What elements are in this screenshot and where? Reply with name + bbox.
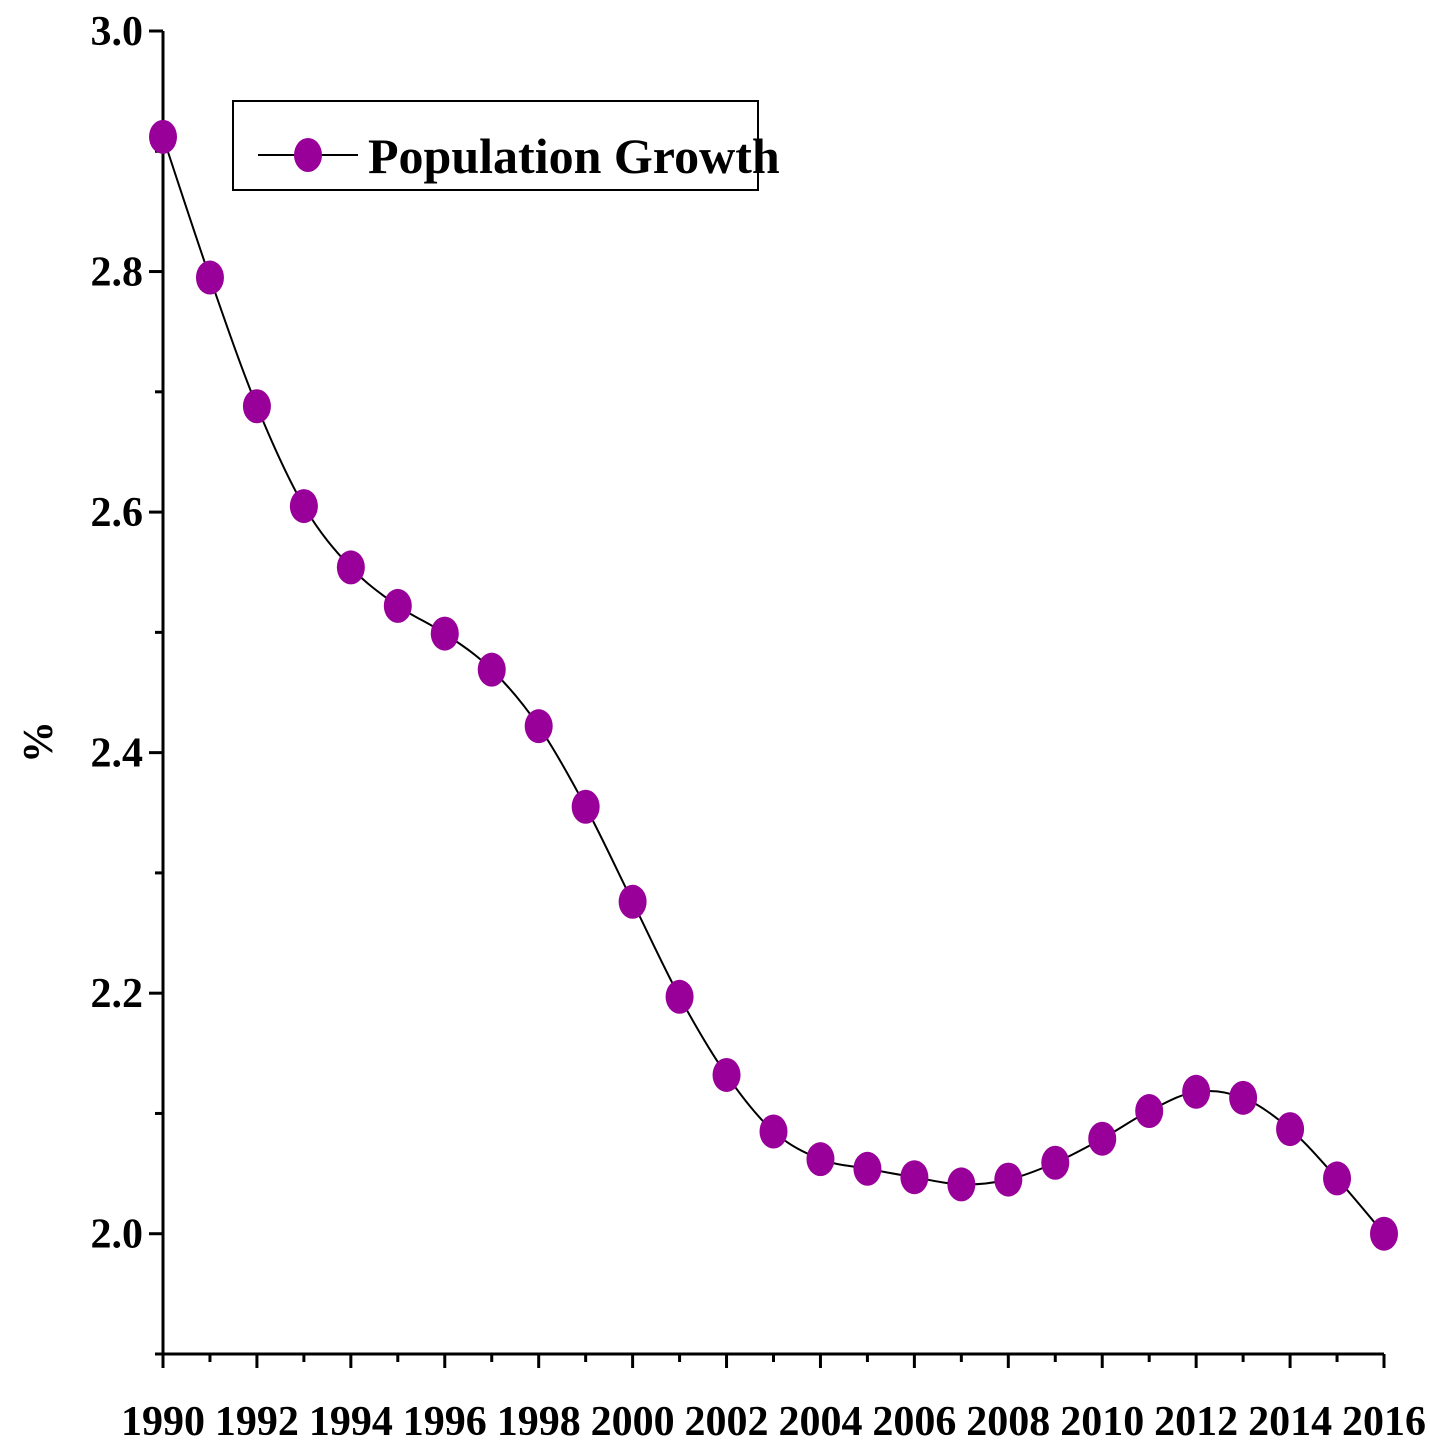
data-point xyxy=(195,260,224,295)
data-point xyxy=(571,789,600,824)
x-tick-label: 2002 xyxy=(685,1399,769,1445)
data-point xyxy=(477,652,506,687)
x-tick-label: 2014 xyxy=(1248,1399,1332,1445)
y-tick-label: 2.6 xyxy=(91,490,144,536)
series-population-growth xyxy=(149,119,1398,1251)
x-tick-label: 1992 xyxy=(215,1399,299,1445)
data-point xyxy=(806,1142,835,1177)
legend-label-population-growth: Population Growth xyxy=(368,128,780,184)
data-point xyxy=(1041,1145,1070,1180)
legend-marker-sample xyxy=(294,138,322,172)
data-point xyxy=(1370,1216,1398,1251)
data-point xyxy=(994,1162,1023,1197)
x-tick-label: 2006 xyxy=(872,1399,956,1445)
data-point xyxy=(149,119,177,154)
x-tick-label: 1996 xyxy=(403,1399,487,1445)
y-tick-label: 2.4 xyxy=(91,731,144,777)
x-tick-label: 2012 xyxy=(1154,1399,1238,1445)
x-tick-label: 2010 xyxy=(1060,1399,1144,1445)
y-tick-label: 2.8 xyxy=(91,250,144,296)
x-tick-label: 1998 xyxy=(497,1399,581,1445)
data-point xyxy=(289,489,318,524)
data-point xyxy=(618,884,647,919)
data-point xyxy=(1182,1074,1211,1109)
legend-box xyxy=(232,100,759,191)
data-point xyxy=(524,709,553,744)
data-point xyxy=(1088,1121,1117,1156)
x-tick-label: 2000 xyxy=(591,1399,675,1445)
data-point xyxy=(430,616,459,651)
data-point xyxy=(1323,1161,1352,1196)
x-tick-label: 2008 xyxy=(966,1399,1050,1445)
y-axis-label: % xyxy=(16,721,62,763)
data-point xyxy=(1229,1080,1258,1115)
data-point xyxy=(1135,1094,1164,1129)
data-point xyxy=(759,1114,788,1149)
data-point xyxy=(336,550,365,585)
x-tick-label: 2016 xyxy=(1342,1399,1426,1445)
legend: Population Growth xyxy=(232,100,780,191)
data-point xyxy=(900,1160,929,1195)
data-point xyxy=(853,1151,882,1186)
data-point xyxy=(712,1057,741,1092)
x-tick-label: 2004 xyxy=(778,1399,862,1445)
y-tick-label: 3.0 xyxy=(91,9,144,55)
data-point xyxy=(665,979,694,1014)
y-tick-label: 2.0 xyxy=(91,1212,144,1258)
data-point xyxy=(383,588,412,623)
x-tick-label: 1994 xyxy=(309,1399,393,1445)
data-point xyxy=(242,389,271,424)
series-line xyxy=(162,136,1385,1235)
y-tick-label: 2.2 xyxy=(91,971,144,1017)
data-point xyxy=(1276,1112,1305,1147)
x-tick-label: 1990 xyxy=(121,1399,205,1445)
data-point xyxy=(947,1167,976,1202)
